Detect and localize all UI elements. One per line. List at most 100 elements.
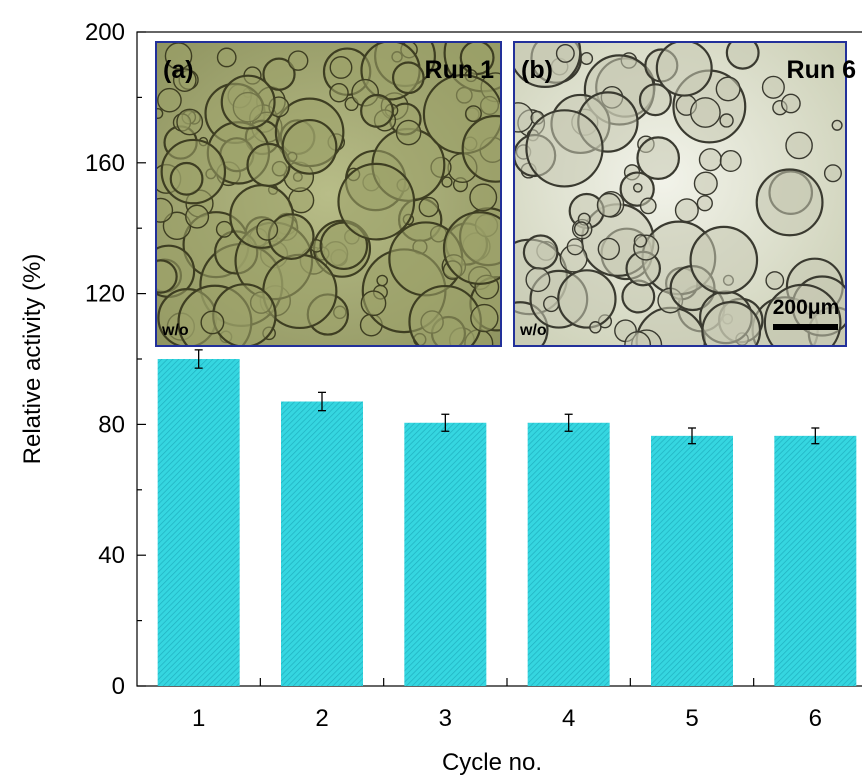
- droplet: [337, 162, 416, 241]
- x-tick-label-4: 4: [562, 705, 575, 732]
- droplet: [287, 50, 309, 71]
- droplet: [624, 331, 652, 346]
- droplet: [689, 225, 759, 295]
- inset-b-panel-label: (b): [521, 56, 553, 84]
- bar-cycle-5: [651, 435, 733, 686]
- x-tick-label-3: 3: [439, 705, 452, 732]
- droplet: [690, 97, 721, 128]
- droplet: [465, 105, 482, 123]
- droplet: [763, 283, 842, 346]
- droplet: [597, 237, 621, 261]
- bar-cycle-6: [774, 435, 857, 686]
- droplet: [831, 119, 843, 131]
- droplet: [169, 161, 204, 196]
- droplet: [780, 93, 801, 114]
- inset-b-droplets: [514, 42, 846, 346]
- droplet: [156, 197, 174, 223]
- x-axis: 1 2 3 4 5 6: [192, 678, 822, 732]
- y-tick-label-0: 0: [112, 673, 125, 700]
- droplet: [215, 220, 233, 238]
- droplet: [701, 301, 762, 346]
- droplet: [376, 274, 389, 287]
- droplet: [220, 74, 276, 130]
- droplet: [256, 218, 279, 241]
- droplet: [698, 148, 722, 172]
- x-tick-label-6: 6: [809, 705, 822, 732]
- droplet: [525, 109, 604, 188]
- droplet: [765, 271, 785, 290]
- droplet: [761, 75, 785, 99]
- droplet: [696, 195, 713, 212]
- droplet: [262, 57, 296, 91]
- scale-bar: [773, 324, 838, 330]
- droplet: [693, 171, 718, 196]
- droplet: [281, 118, 338, 175]
- droplet: [823, 164, 842, 183]
- droplet: [360, 93, 394, 128]
- inset-b-note: w/o: [519, 322, 547, 339]
- droplet: [522, 234, 559, 271]
- y-tick-label-80: 80: [98, 411, 125, 438]
- inset-b-border: [513, 41, 847, 347]
- droplet: [441, 176, 453, 188]
- droplet: [596, 192, 622, 218]
- droplet: [639, 197, 657, 215]
- droplet: [566, 238, 584, 256]
- droplet: [156, 259, 178, 294]
- y-axis: 0 40 80 120 160 200: [85, 19, 146, 700]
- droplet: [755, 168, 824, 237]
- y-tick-label-120: 120: [85, 281, 125, 308]
- droplet: [461, 114, 501, 183]
- droplet: [216, 47, 237, 68]
- inset-image-run-6: (b) Run 6 w/o 200μm: [513, 41, 856, 347]
- droplet: [395, 119, 422, 146]
- y-axis-title: Relative activity (%): [19, 254, 46, 465]
- inset-a-droplets: [156, 42, 501, 346]
- droplet: [719, 113, 734, 128]
- y-tick-label-200: 200: [85, 19, 125, 46]
- droplet: [573, 221, 589, 237]
- bar-cycle-4: [527, 422, 610, 686]
- droplet: [580, 51, 594, 65]
- droplet: [543, 295, 560, 313]
- droplet: [725, 42, 760, 70]
- droplet: [470, 303, 499, 333]
- x-tick-label-1: 1: [192, 705, 205, 732]
- droplet: [589, 321, 602, 334]
- droplet: [785, 131, 813, 160]
- inset-b-run-label: Run 6: [787, 56, 856, 84]
- inset-a-note: w/o: [161, 322, 189, 339]
- bar-cycle-2: [281, 401, 363, 686]
- droplet: [636, 136, 681, 180]
- droplet: [525, 267, 551, 293]
- droplet: [674, 198, 699, 223]
- droplet: [185, 204, 210, 229]
- bars: [157, 359, 857, 686]
- y-tick-label-160: 160: [85, 150, 125, 177]
- droplet: [391, 61, 425, 95]
- droplet: [638, 83, 672, 117]
- droplet: [360, 290, 387, 317]
- inset-a-panel-label: (a): [163, 56, 194, 84]
- droplet: [156, 107, 164, 120]
- bar-cycle-3: [404, 422, 487, 686]
- x-tick-label-5: 5: [685, 705, 698, 732]
- inset-a-border: [155, 41, 502, 347]
- droplet: [633, 182, 643, 193]
- y-tick-label-40: 40: [98, 542, 125, 569]
- x-tick-label-2: 2: [315, 705, 328, 732]
- droplet: [442, 211, 501, 285]
- droplet: [418, 196, 440, 218]
- droplet: [715, 76, 741, 102]
- scale-bar-label: 200μm: [773, 296, 840, 319]
- droplet: [469, 183, 498, 212]
- droplet: [719, 150, 742, 173]
- bar-cycle-1: [157, 359, 240, 686]
- inset-a-run-label: Run 1: [425, 56, 495, 84]
- droplet: [555, 43, 575, 63]
- droplet: [172, 68, 197, 92]
- droplet: [200, 310, 225, 335]
- droplet: [655, 42, 713, 97]
- droplet: [557, 269, 617, 329]
